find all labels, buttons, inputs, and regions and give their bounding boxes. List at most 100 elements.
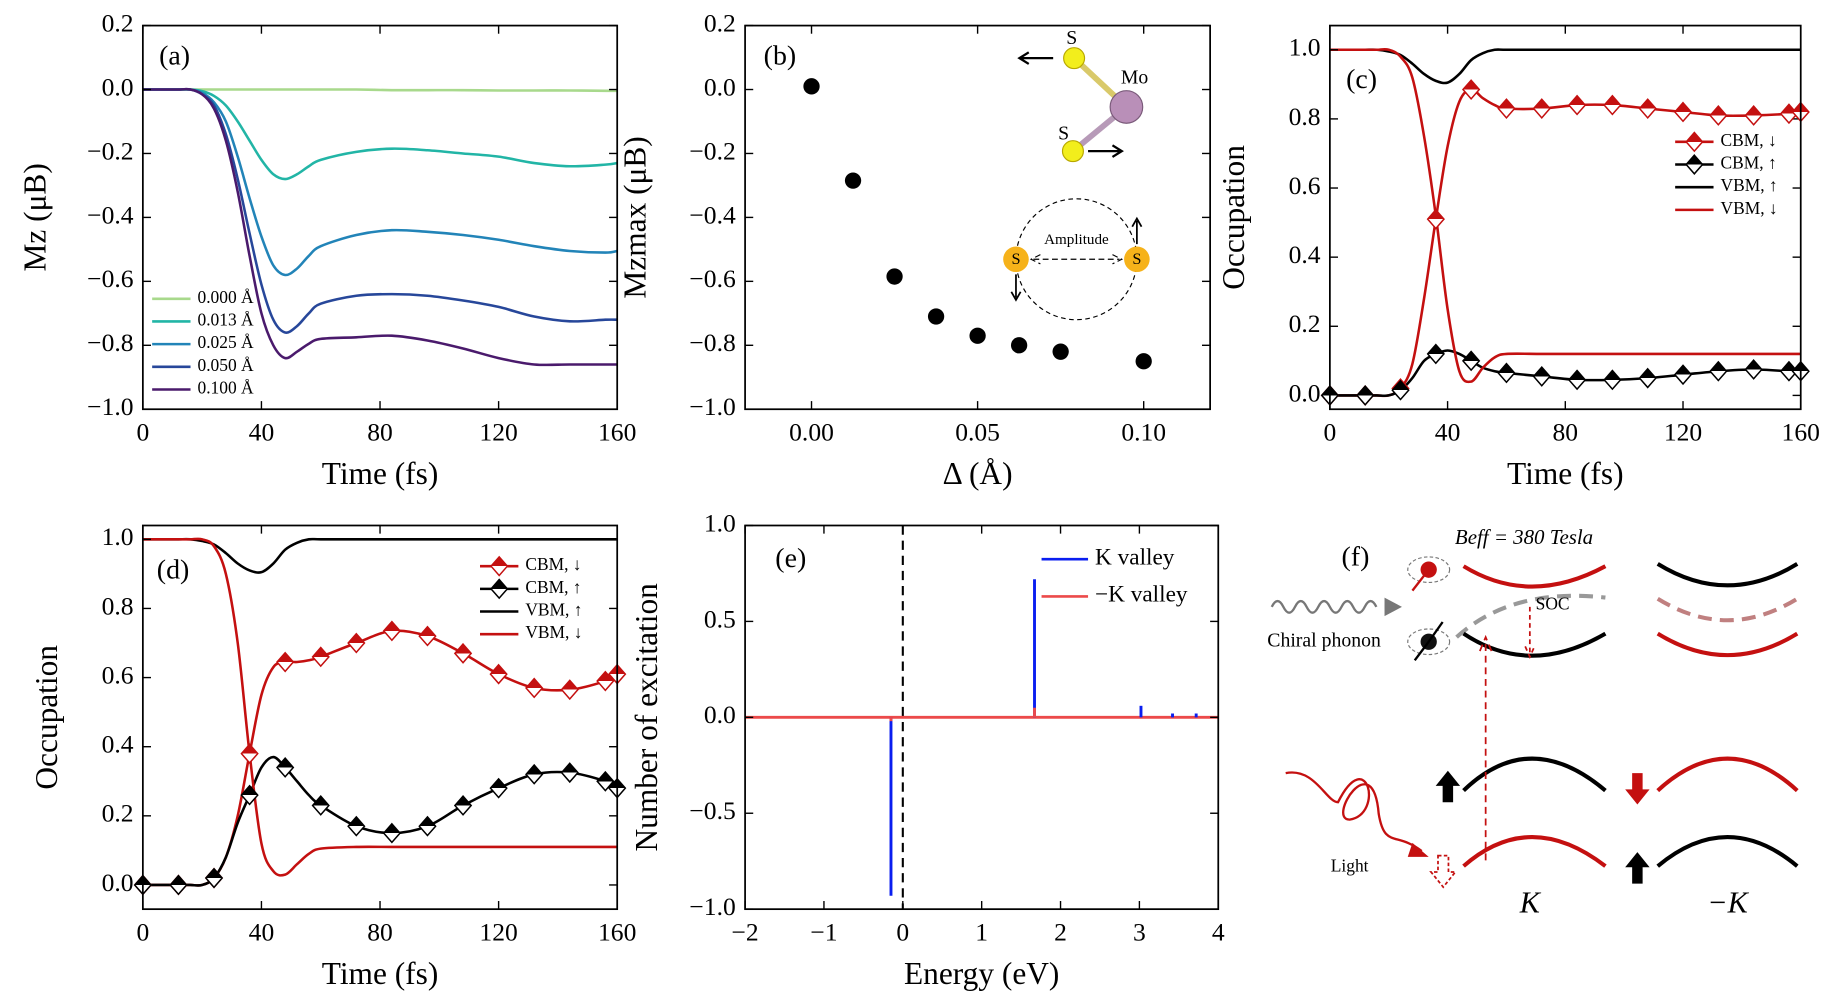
marker xyxy=(1744,104,1763,126)
mo-atom xyxy=(1109,90,1144,124)
band xyxy=(1455,593,1606,639)
point xyxy=(1052,343,1069,360)
legend-label: −K valley xyxy=(1095,582,1188,608)
arrow xyxy=(1017,51,1054,65)
y-tick-label: 0.2 xyxy=(102,799,134,828)
marker xyxy=(169,874,188,896)
x-tick-label: 40 xyxy=(249,418,275,447)
excitation-arrow xyxy=(1479,634,1493,861)
marker xyxy=(453,642,473,664)
annotation: S xyxy=(1066,27,1077,49)
marker xyxy=(1673,101,1693,123)
y-tick-label: 1.0 xyxy=(704,508,736,537)
panel-label: (f) xyxy=(1342,542,1370,573)
marker xyxy=(560,762,579,784)
marker xyxy=(525,763,544,785)
marker xyxy=(1744,359,1763,380)
x-tick-label: 120 xyxy=(1664,418,1702,447)
y-tick-label: −1.0 xyxy=(87,392,133,421)
x-tick-label: 160 xyxy=(1782,418,1820,447)
annotation: Mo xyxy=(1121,67,1149,89)
x-tick-label: 0.00 xyxy=(789,418,834,447)
line xyxy=(142,87,618,367)
line xyxy=(142,537,618,877)
marker xyxy=(240,743,259,765)
y-tick-label: 0.4 xyxy=(102,730,134,759)
panel-label: (b) xyxy=(764,41,797,72)
x-tick-label: 3 xyxy=(1133,918,1146,947)
legend-label: CBM, ↓ xyxy=(1721,130,1777,150)
marker xyxy=(240,784,259,806)
arrow xyxy=(1131,216,1143,245)
marker xyxy=(1709,360,1728,382)
marker xyxy=(1603,369,1622,391)
x-tick-label: 1 xyxy=(975,918,988,947)
x-tick-label: 0 xyxy=(896,918,909,947)
valley-label: −K xyxy=(1707,886,1749,920)
legend-marker xyxy=(490,555,509,577)
y-axis-label: Mzmax (μB) xyxy=(617,136,652,298)
y-tick-label: −0.4 xyxy=(689,200,736,229)
x-axis-label: Time (fs) xyxy=(1507,456,1624,491)
y-tick-label: 0.8 xyxy=(102,591,134,620)
plot-frame xyxy=(744,524,1220,911)
y-tick-label: 0.2 xyxy=(1289,309,1321,338)
marker xyxy=(418,815,437,837)
marker xyxy=(596,770,615,792)
legend-marker xyxy=(1685,154,1704,175)
marker xyxy=(1391,379,1410,401)
marker xyxy=(418,625,437,647)
band xyxy=(1462,756,1607,793)
arrow xyxy=(1088,144,1124,158)
plot-area xyxy=(1329,47,1801,398)
x-axis-label: Time (fs) xyxy=(322,956,439,991)
spin-arrow xyxy=(1625,773,1650,805)
x-tick-label: 80 xyxy=(367,918,393,947)
plot-area xyxy=(803,78,1152,370)
y-tick-label: 0.0 xyxy=(704,72,736,101)
x-tick-label: 160 xyxy=(598,918,636,947)
legend-label: CBM, ↑ xyxy=(525,577,581,597)
marker xyxy=(1603,94,1622,116)
plot-frame xyxy=(141,24,619,411)
marker xyxy=(1497,362,1516,384)
y-axis-label: Occupation xyxy=(1216,145,1251,290)
arrow xyxy=(1010,274,1022,302)
x-tick-label: 0.05 xyxy=(955,418,1000,447)
marker xyxy=(1638,367,1657,389)
molecule-inset xyxy=(1003,47,1150,321)
phonon-label: Chiral phonon xyxy=(1267,629,1381,651)
band xyxy=(1656,631,1799,658)
point xyxy=(1010,337,1028,354)
panel: 0 40 80 120 160 −1.0 −0.8 −0.6 −0.4 −0.2 0.0 0.2 (a)… xyxy=(17,8,636,490)
x-tick-label: 0 xyxy=(136,918,149,947)
legend-label: VBM, ↓ xyxy=(1721,198,1778,218)
y-tick-label: 0.0 xyxy=(704,700,736,729)
y-axis-label: Occupation xyxy=(29,645,64,790)
y-axis-label: Mz (μB) xyxy=(17,163,52,271)
legend-label: 0.100 Å xyxy=(198,377,255,397)
x-tick-label: 40 xyxy=(249,918,275,947)
x-tick-label: 120 xyxy=(479,918,517,947)
marker xyxy=(1532,365,1551,387)
marker xyxy=(489,777,508,799)
plot-frame xyxy=(1329,24,1802,411)
marker xyxy=(382,822,402,844)
x-tick-label: 4 xyxy=(1212,918,1225,947)
x-tick-label: 0 xyxy=(136,418,149,447)
amplitude-arrow xyxy=(1029,254,1124,265)
x-tick-label: 80 xyxy=(367,418,393,447)
x-tick-label: 0 xyxy=(1323,418,1336,447)
line xyxy=(1329,48,1801,85)
legend-label: CBM, ↑ xyxy=(1721,153,1777,173)
marker xyxy=(204,867,224,889)
marker xyxy=(596,670,615,692)
y-tick-label: 0.4 xyxy=(1289,240,1321,269)
point xyxy=(927,308,945,325)
legend-label: 0.050 Å xyxy=(198,355,255,375)
spin-arrow xyxy=(1429,854,1458,889)
plot-frame xyxy=(141,524,619,911)
sulfur-atom xyxy=(1003,246,1029,273)
y-tick-label: −0.6 xyxy=(87,264,134,293)
